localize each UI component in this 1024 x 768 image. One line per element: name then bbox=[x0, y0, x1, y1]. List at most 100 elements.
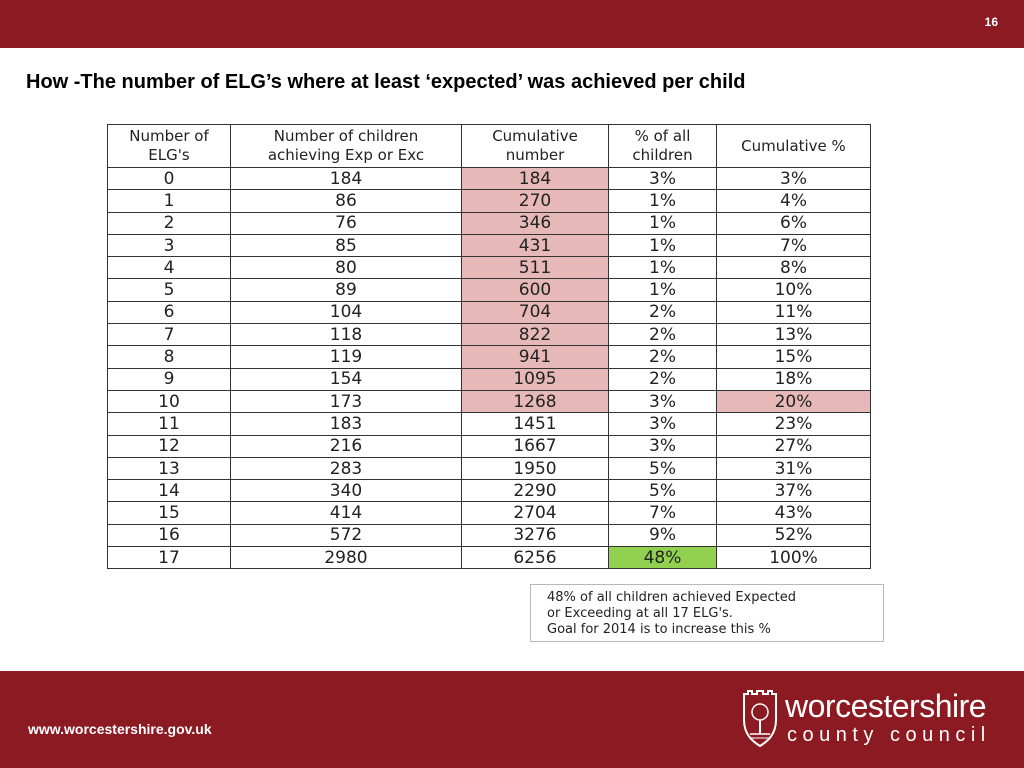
table-cell: 7% bbox=[716, 233, 871, 258]
table-row: 0 184 184 3% 3% bbox=[107, 166, 871, 191]
footer-band bbox=[0, 671, 1024, 768]
table-cell: 216 bbox=[230, 434, 462, 458]
column-header: Cumulative number bbox=[461, 124, 609, 168]
table-cell: 11% bbox=[716, 300, 871, 325]
table-cell: 5% bbox=[608, 456, 717, 481]
table-row: 16 572 3276 9% 52% bbox=[107, 523, 871, 548]
table-cell: 1268 bbox=[461, 389, 609, 414]
table-row: 4 80 511 1% 8% bbox=[107, 256, 871, 280]
table-cell: 1% bbox=[608, 211, 717, 235]
table-cell: 600 bbox=[461, 278, 609, 302]
table-cell: 2% bbox=[608, 300, 717, 325]
table-cell: 10% bbox=[716, 278, 871, 302]
column-header-line: number bbox=[505, 146, 565, 164]
slide-title: How -The number of ELG’s where at least … bbox=[26, 71, 746, 93]
table-cell: 17 bbox=[107, 546, 231, 570]
table-cell: 8% bbox=[716, 256, 871, 280]
table-cell: 822 bbox=[461, 323, 609, 347]
header-row: Number of ELG's Number of children achievin… bbox=[107, 124, 871, 168]
table-row: 11 183 1451 3% 23% bbox=[107, 412, 871, 436]
note-line: 48% of all children achieved Expected bbox=[547, 590, 796, 605]
table-cell: 3 bbox=[107, 233, 231, 258]
table-cell: 346 bbox=[461, 211, 609, 235]
table-cell: 18% bbox=[716, 367, 871, 391]
table-cell: 89 bbox=[230, 278, 462, 302]
table-cell: 13 bbox=[107, 456, 231, 481]
table-cell: 52% bbox=[716, 523, 871, 548]
column-header: % of all children bbox=[608, 124, 717, 168]
table-cell: 23% bbox=[716, 412, 871, 436]
table-cell: 11 bbox=[107, 412, 231, 436]
table-cell: 511 bbox=[461, 256, 609, 280]
table-cell: 283 bbox=[230, 456, 462, 481]
table-cell: 5% bbox=[608, 479, 717, 503]
table-row: 8 119 941 2% 15% bbox=[107, 345, 871, 369]
table-cell: 86 bbox=[230, 189, 462, 213]
table-cell: 941 bbox=[461, 345, 609, 369]
column-header-line: achieving Exp or Exc bbox=[267, 146, 425, 164]
table-row: 5 89 600 1% 10% bbox=[107, 278, 871, 302]
note-box: 48% of all children achieved Expected or… bbox=[530, 584, 884, 642]
table-cell: 184 bbox=[230, 166, 462, 191]
table-cell: 1% bbox=[608, 189, 717, 213]
table-cell: 3% bbox=[608, 412, 717, 436]
page-number: 16 bbox=[984, 15, 998, 29]
table-row: 12 216 1667 3% 27% bbox=[107, 434, 871, 458]
table-cell: 3% bbox=[608, 166, 717, 191]
table-header: Number of ELG's Number of children achievin… bbox=[107, 124, 871, 168]
table-cell: 5 bbox=[107, 278, 231, 302]
column-header-line: Cumulative % bbox=[741, 136, 846, 155]
note-line: or Exceeding at all 17 ELG's. bbox=[547, 606, 733, 621]
table-cell: 4 bbox=[107, 256, 231, 280]
table-cell: 3% bbox=[608, 434, 717, 458]
column-header: Number of ELG's bbox=[107, 124, 231, 168]
table-cell: 27% bbox=[716, 434, 871, 458]
table-cell: 85 bbox=[230, 233, 462, 258]
table-cell: 48% bbox=[608, 546, 717, 570]
table-cell: 431 bbox=[461, 233, 609, 258]
table-cell: 100% bbox=[716, 546, 871, 570]
table-row: 14 340 2290 5% 37% bbox=[107, 479, 871, 503]
table-cell: 154 bbox=[230, 367, 462, 391]
table-cell: 173 bbox=[230, 389, 462, 414]
table-cell: 15 bbox=[107, 501, 231, 525]
table-cell: 183 bbox=[230, 412, 462, 436]
column-header-line: children bbox=[632, 146, 693, 164]
table-cell: 43% bbox=[716, 501, 871, 525]
column-header-line: ELG's bbox=[148, 146, 190, 164]
table-cell: 4% bbox=[716, 189, 871, 213]
table-cell: 3% bbox=[608, 389, 717, 414]
table-cell: 1950 bbox=[461, 456, 609, 481]
table-cell: 37% bbox=[716, 479, 871, 503]
table-cell: 104 bbox=[230, 300, 462, 325]
table-cell: 3276 bbox=[461, 523, 609, 548]
table-cell: 0 bbox=[107, 166, 231, 191]
table-cell: 76 bbox=[230, 211, 462, 235]
website-link[interactable]: www.worcestershire.gov.uk bbox=[28, 721, 212, 737]
county-crest-icon bbox=[743, 690, 777, 748]
table-cell: 1667 bbox=[461, 434, 609, 458]
column-header: Cumulative % bbox=[716, 124, 871, 168]
table-cell: 270 bbox=[461, 189, 609, 213]
table-cell: 10 bbox=[107, 389, 231, 414]
elg-table: Number of ELG's Number of children achievin… bbox=[107, 124, 871, 570]
table-cell: 6 bbox=[107, 300, 231, 325]
table-cell: 119 bbox=[230, 345, 462, 369]
table-cell: 15% bbox=[716, 345, 871, 369]
table-row: 2 76 346 1% 6% bbox=[107, 211, 871, 235]
table-cell: 3% bbox=[716, 166, 871, 191]
table-cell: 12 bbox=[107, 434, 231, 458]
table-cell: 2% bbox=[608, 367, 717, 391]
table-row: 10 173 1268 3% 20% bbox=[107, 389, 871, 414]
table-cell: 13% bbox=[716, 323, 871, 347]
table-row: 17 2980 6256 48% 100% bbox=[107, 546, 871, 570]
table-cell: 2% bbox=[608, 323, 717, 347]
logo-subtitle: county council bbox=[787, 724, 991, 746]
table-cell: 9% bbox=[608, 523, 717, 548]
table-cell: 2704 bbox=[461, 501, 609, 525]
table-cell: 9 bbox=[107, 367, 231, 391]
table-cell: 572 bbox=[230, 523, 462, 548]
table-cell: 7 bbox=[107, 323, 231, 347]
table-cell: 6% bbox=[716, 211, 871, 235]
table-row: 9 154 1095 2% 18% bbox=[107, 367, 871, 391]
